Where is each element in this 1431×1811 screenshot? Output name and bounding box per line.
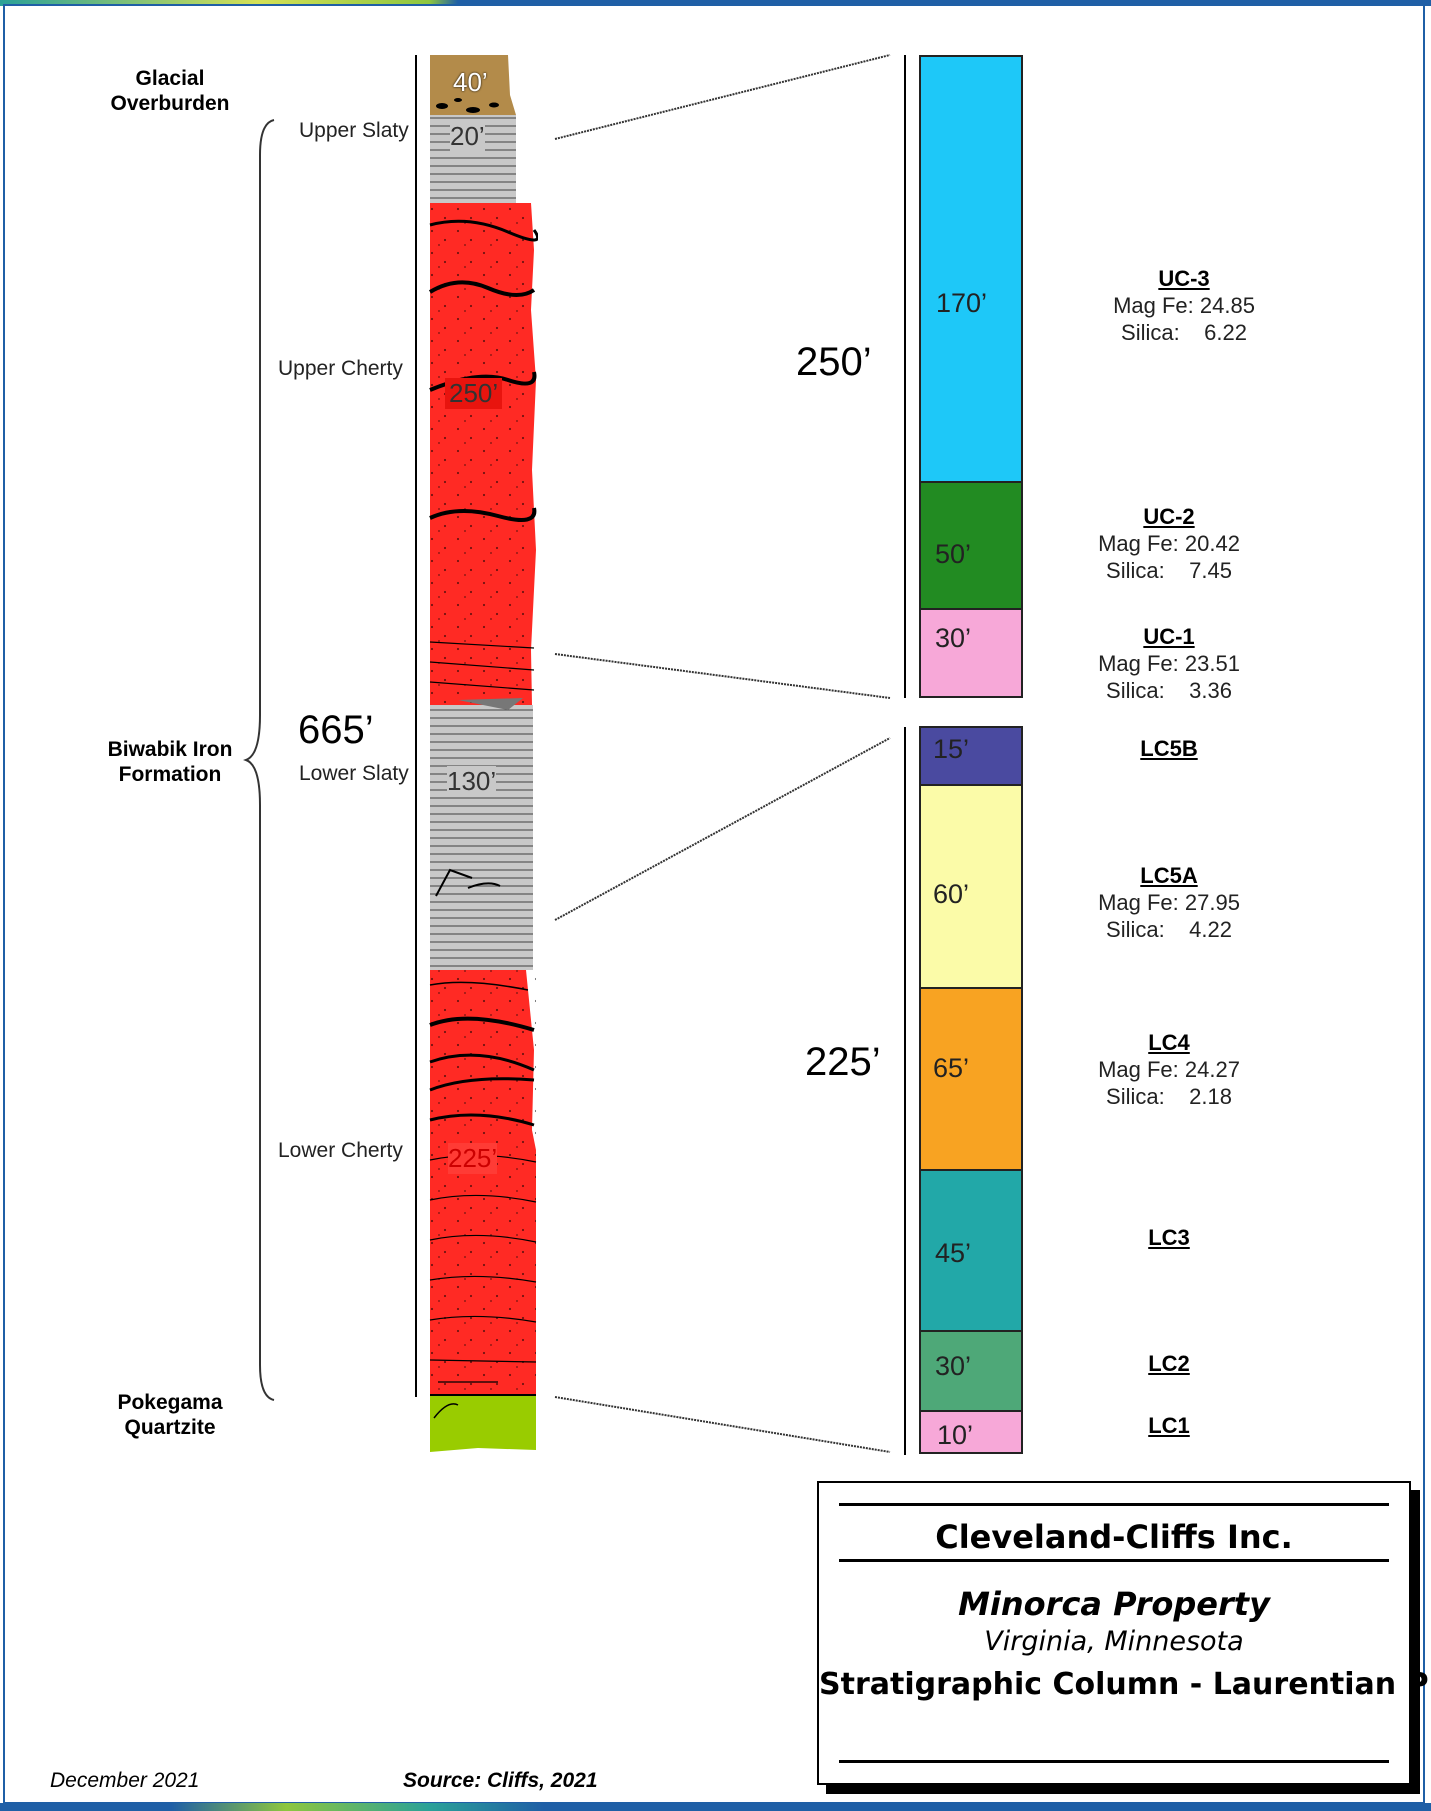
seg-uc1-thickness: 30’ [935, 623, 972, 653]
seg-lc4 [919, 989, 1023, 1171]
unit-lc5a: LC5A Mag Fe: 27.95 Silica: 4.22 [1098, 863, 1240, 942]
figure-title: Stratigraphic Column - Laurentian Pit [819, 1667, 1431, 1702]
glacial-overburden-label: Glacial Overburden [110, 67, 230, 115]
title-rule-mid [839, 1559, 1389, 1562]
bottom-accent-bar [0, 1803, 1431, 1811]
title-rule-top [839, 1503, 1389, 1506]
footer-date: December 2021 [50, 1769, 200, 1792]
lower-slaty-label: Lower Slaty [299, 762, 409, 785]
seg-uc2-thickness: 50’ [935, 539, 972, 569]
seg-lc2-thickness: 30’ [935, 1351, 972, 1381]
seg-uc3-thickness: 170’ [936, 288, 988, 318]
unit-lc4: LC4 Mag Fe: 24.27 Silica: 2.18 [1098, 1030, 1240, 1109]
unit-lc3: LC3 [1148, 1225, 1190, 1250]
footer-source: Source: Cliffs, 2021 [403, 1769, 598, 1792]
seg-uc1 [919, 610, 1023, 698]
unit-lc5b: LC5B [1140, 736, 1198, 761]
lower-axis-line [904, 727, 906, 1455]
upper-slaty-thickness: 20’ [450, 121, 485, 152]
upper-axis-line [904, 55, 906, 698]
seg-lc3 [919, 1171, 1023, 1332]
left-axis-line [415, 55, 417, 1397]
overburden-layer [430, 55, 516, 115]
seg-lc3-thickness: 45’ [935, 1238, 972, 1268]
seg-lc1-thickness: 10’ [937, 1420, 974, 1450]
unit-uc2: UC-2 Mag Fe: 20.42 Silica: 7.45 [1098, 504, 1240, 583]
upper-cherty-layer [428, 203, 538, 705]
property-name: Minorca Property [958, 1585, 1270, 1623]
lower-cherty-label: Lower Cherty [278, 1139, 403, 1162]
seg-lc5a-thickness: 60’ [933, 879, 970, 909]
title-block: Cleveland-Cliffs Inc. Minorca Property V… [817, 1481, 1431, 1785]
seg-lc5b-thickness: 15’ [933, 734, 970, 764]
title-rule-bottom [839, 1760, 1389, 1763]
unit-uc1: UC-1 Mag Fe: 23.51 Silica: 3.36 [1098, 624, 1240, 703]
pokegama-label: Pokegama Quartzite [117, 1391, 223, 1439]
unit-lc1: LC1 [1148, 1413, 1190, 1438]
overburden-thickness: 40’ [453, 67, 488, 97]
lower-cherty-thickness: 225’ [448, 1143, 498, 1174]
biwabik-brace [243, 119, 275, 1401]
seg-lc4-thickness: 65’ [933, 1053, 970, 1083]
stratigraphic-column-left [428, 55, 538, 1452]
lower-cherty-layer [429, 970, 537, 1395]
total-thickness-label: 665’ [298, 708, 374, 752]
quartzite-layer [430, 1394, 536, 1452]
biwabik-label: Biwabik Iron Formation [107, 738, 233, 786]
lower-slaty-layer [430, 698, 533, 970]
seg-lc1 [919, 1412, 1023, 1454]
unit-lc2: LC2 [1148, 1351, 1190, 1376]
seg-lc5a [919, 786, 1023, 989]
company-name: Cleveland-Cliffs Inc. [935, 1518, 1293, 1556]
lower-slaty-thickness: 130’ [447, 766, 497, 797]
seg-uc2 [919, 483, 1023, 610]
seg-lc2 [919, 1332, 1023, 1412]
lower-cherty-total: 225’ [805, 1040, 881, 1084]
connector-lines [554, 54, 891, 1453]
unit-uc3: UC-3 Mag Fe: 24.85 Silica: 6.22 [1113, 266, 1255, 345]
property-location: Virginia, Minnesota [984, 1626, 1244, 1657]
upper-slaty-label: Upper Slaty [299, 119, 409, 142]
upper-cherty-label: Upper Cherty [278, 357, 403, 380]
upper-cherty-total: 250’ [796, 340, 872, 384]
seg-lc5b [919, 726, 1023, 786]
upper-cherty-thickness: 250’ [445, 378, 503, 409]
seg-uc3 [919, 55, 1023, 483]
top-accent-bar [0, 0, 1431, 6]
